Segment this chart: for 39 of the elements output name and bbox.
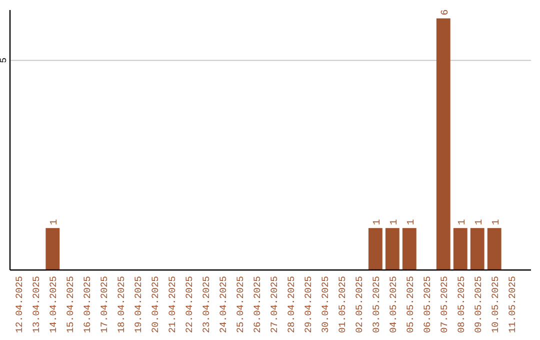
x-tick-label: 30.04.2025	[320, 276, 331, 334]
x-tick-label: 17.04.2025	[99, 276, 110, 334]
data-label: 6	[440, 9, 452, 16]
x-tick-label: 27.04.2025	[268, 276, 280, 334]
x-tick-label: 14.04.2025	[48, 276, 60, 334]
x-tick-label: 03.05.2025	[370, 276, 382, 334]
x-tick-label: 15.04.2025	[65, 276, 76, 334]
x-tick-label: 16.04.2025	[82, 276, 94, 334]
x-tick-label: 23.04.2025	[201, 276, 212, 334]
x-tick-label: 06.05.2025	[422, 276, 433, 334]
data-label: 1	[50, 219, 61, 226]
x-tick-label: 19.04.2025	[133, 276, 144, 334]
x-tick-label: 07.05.2025	[438, 276, 450, 334]
x-tick-label: 01.05.2025	[336, 276, 348, 334]
x-tick-label: 25.04.2025	[235, 276, 246, 334]
data-label: 1	[457, 219, 468, 226]
x-tick-label: 10.05.2025	[490, 276, 501, 334]
x-tick-label: 21.04.2025	[167, 276, 178, 334]
x-tick-label: 20.04.2025	[150, 276, 162, 334]
x-tick-label: 11.05.2025	[506, 276, 518, 334]
data-label: 1	[474, 219, 486, 226]
x-tick-label: 29.04.2025	[302, 276, 314, 334]
data-label: 1	[389, 219, 400, 226]
x-tick-label: 08.05.2025	[456, 276, 467, 334]
x-tick-label: 02.05.2025	[354, 276, 365, 334]
x-tick-label: 12.04.2025	[14, 276, 26, 334]
x-tick-label: 26.04.2025	[252, 276, 264, 334]
x-tick-label: 04.05.2025	[388, 276, 399, 334]
x-tick-label: 13.04.2025	[31, 276, 42, 334]
x-tick-label: 09.05.2025	[472, 276, 484, 334]
x-tick-label: 05.05.2025	[404, 276, 416, 334]
x-tick-label: 22.04.2025	[184, 276, 196, 334]
data-label: 1	[406, 219, 418, 226]
data-label: 1	[491, 219, 502, 226]
data-label: 1	[372, 219, 384, 226]
x-tick-label: 28.04.2025	[286, 276, 297, 334]
y-tick-label: 5	[0, 58, 9, 64]
x-tick-label: 18.04.2025	[116, 276, 128, 334]
x-tick-label: 24.04.2025	[218, 276, 230, 334]
